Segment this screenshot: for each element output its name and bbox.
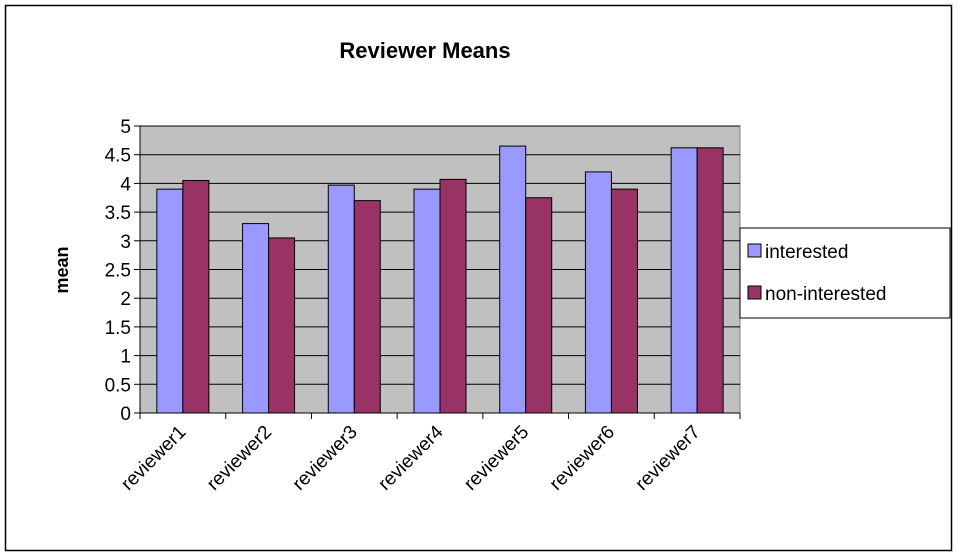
legend-swatch — [747, 243, 762, 258]
bar — [670, 147, 698, 414]
bar — [499, 145, 527, 414]
bar — [353, 200, 381, 414]
bar — [439, 178, 467, 414]
bar — [413, 188, 441, 414]
legend-box — [739, 227, 951, 319]
bar — [327, 184, 355, 414]
y-tick-label: 0.5 — [105, 375, 131, 396]
bar — [182, 180, 210, 414]
bar — [610, 188, 638, 414]
y-tick-label: 3.5 — [105, 203, 131, 224]
legend-label: interested — [765, 242, 848, 263]
y-tick-label: 0 — [120, 404, 131, 425]
y-tick-label: 4 — [120, 174, 131, 195]
bar — [156, 188, 184, 414]
y-tick-label: 2 — [120, 289, 131, 310]
bar — [242, 223, 270, 414]
bar — [584, 171, 612, 414]
chart-title: Reviewer Means — [339, 38, 510, 63]
y-tick-label: 4.5 — [105, 146, 131, 167]
bar — [525, 197, 553, 414]
bar — [268, 237, 296, 414]
bar — [696, 147, 724, 414]
y-tick-label: 1 — [120, 347, 131, 368]
legend-label: non-interested — [765, 284, 886, 305]
legend-swatch — [747, 285, 762, 300]
y-tick-label: 3 — [120, 232, 131, 253]
y-tick-label: 2.5 — [105, 261, 131, 282]
y-tick-label: 5 — [120, 117, 131, 138]
y-axis-label: mean — [52, 246, 72, 293]
y-tick-label: 1.5 — [105, 318, 131, 339]
